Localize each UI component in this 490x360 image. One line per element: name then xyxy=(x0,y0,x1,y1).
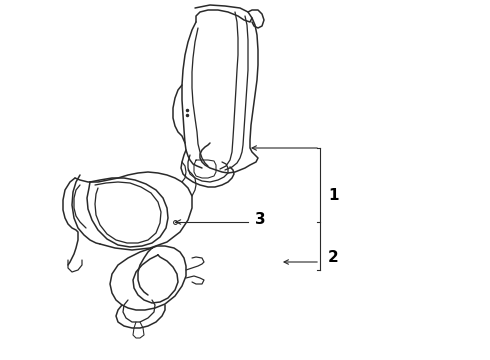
Text: 2: 2 xyxy=(328,251,339,266)
Text: 1: 1 xyxy=(328,188,339,202)
Text: 3: 3 xyxy=(255,211,266,226)
